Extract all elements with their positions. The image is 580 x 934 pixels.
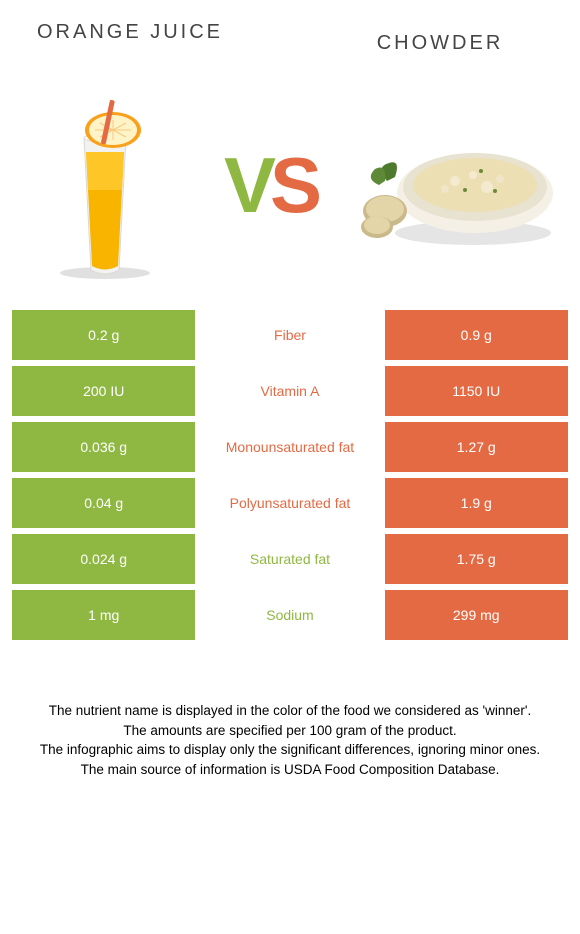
table-row: 0.2 gFiber0.9 g: [12, 310, 568, 360]
vs-label: VS: [224, 146, 316, 224]
orange-juice-image: [25, 90, 185, 280]
value-right: 1.9 g: [385, 478, 568, 528]
value-left: 0.2 g: [12, 310, 195, 360]
nutrient-label: Fiber: [195, 310, 384, 360]
footer-line-1: The nutrient name is displayed in the co…: [10, 701, 570, 721]
title-left: ORANGE JUICE: [30, 20, 230, 45]
nutrient-label: Monounsaturated fat: [195, 422, 384, 472]
value-right: 299 mg: [385, 590, 568, 640]
value-left: 0.04 g: [12, 478, 195, 528]
value-left: 0.024 g: [12, 534, 195, 584]
vs-v: V: [224, 141, 270, 229]
table-row: 0.024 gSaturated fat1.75 g: [12, 534, 568, 584]
chowder-image: [355, 105, 555, 265]
nutrient-label: Saturated fat: [195, 534, 384, 584]
footer-line-2: The amounts are specified per 100 gram o…: [10, 721, 570, 741]
value-right: 0.9 g: [385, 310, 568, 360]
table-row: 1 mgSodium299 mg: [12, 590, 568, 640]
footer-line-4: The main source of information is USDA F…: [10, 760, 570, 780]
header: ORANGE JUICE CHOWDER: [0, 0, 580, 80]
value-left: 1 mg: [12, 590, 195, 640]
vs-s: S: [270, 141, 316, 229]
comparison-table: 0.2 gFiber0.9 g 200 IUVitamin A1150 IU 0.0…: [0, 310, 580, 640]
table-row: 0.036 gMonounsaturated fat1.27 g: [12, 422, 568, 472]
value-right: 1.75 g: [385, 534, 568, 584]
value-left: 200 IU: [12, 366, 195, 416]
footer-line-3: The infographic aims to display only the…: [10, 740, 570, 760]
value-right: 1.27 g: [385, 422, 568, 472]
nutrient-label: Sodium: [195, 590, 384, 640]
title-right: CHOWDER: [330, 20, 550, 55]
footer-notes: The nutrient name is displayed in the co…: [0, 646, 580, 779]
table-row: 0.04 gPolyunsaturated fat1.9 g: [12, 478, 568, 528]
nutrient-label: Polyunsaturated fat: [195, 478, 384, 528]
value-right: 1150 IU: [385, 366, 568, 416]
table-row: 200 IUVitamin A1150 IU: [12, 366, 568, 416]
images-row: VS: [0, 80, 580, 310]
nutrient-label: Vitamin A: [195, 366, 384, 416]
value-left: 0.036 g: [12, 422, 195, 472]
